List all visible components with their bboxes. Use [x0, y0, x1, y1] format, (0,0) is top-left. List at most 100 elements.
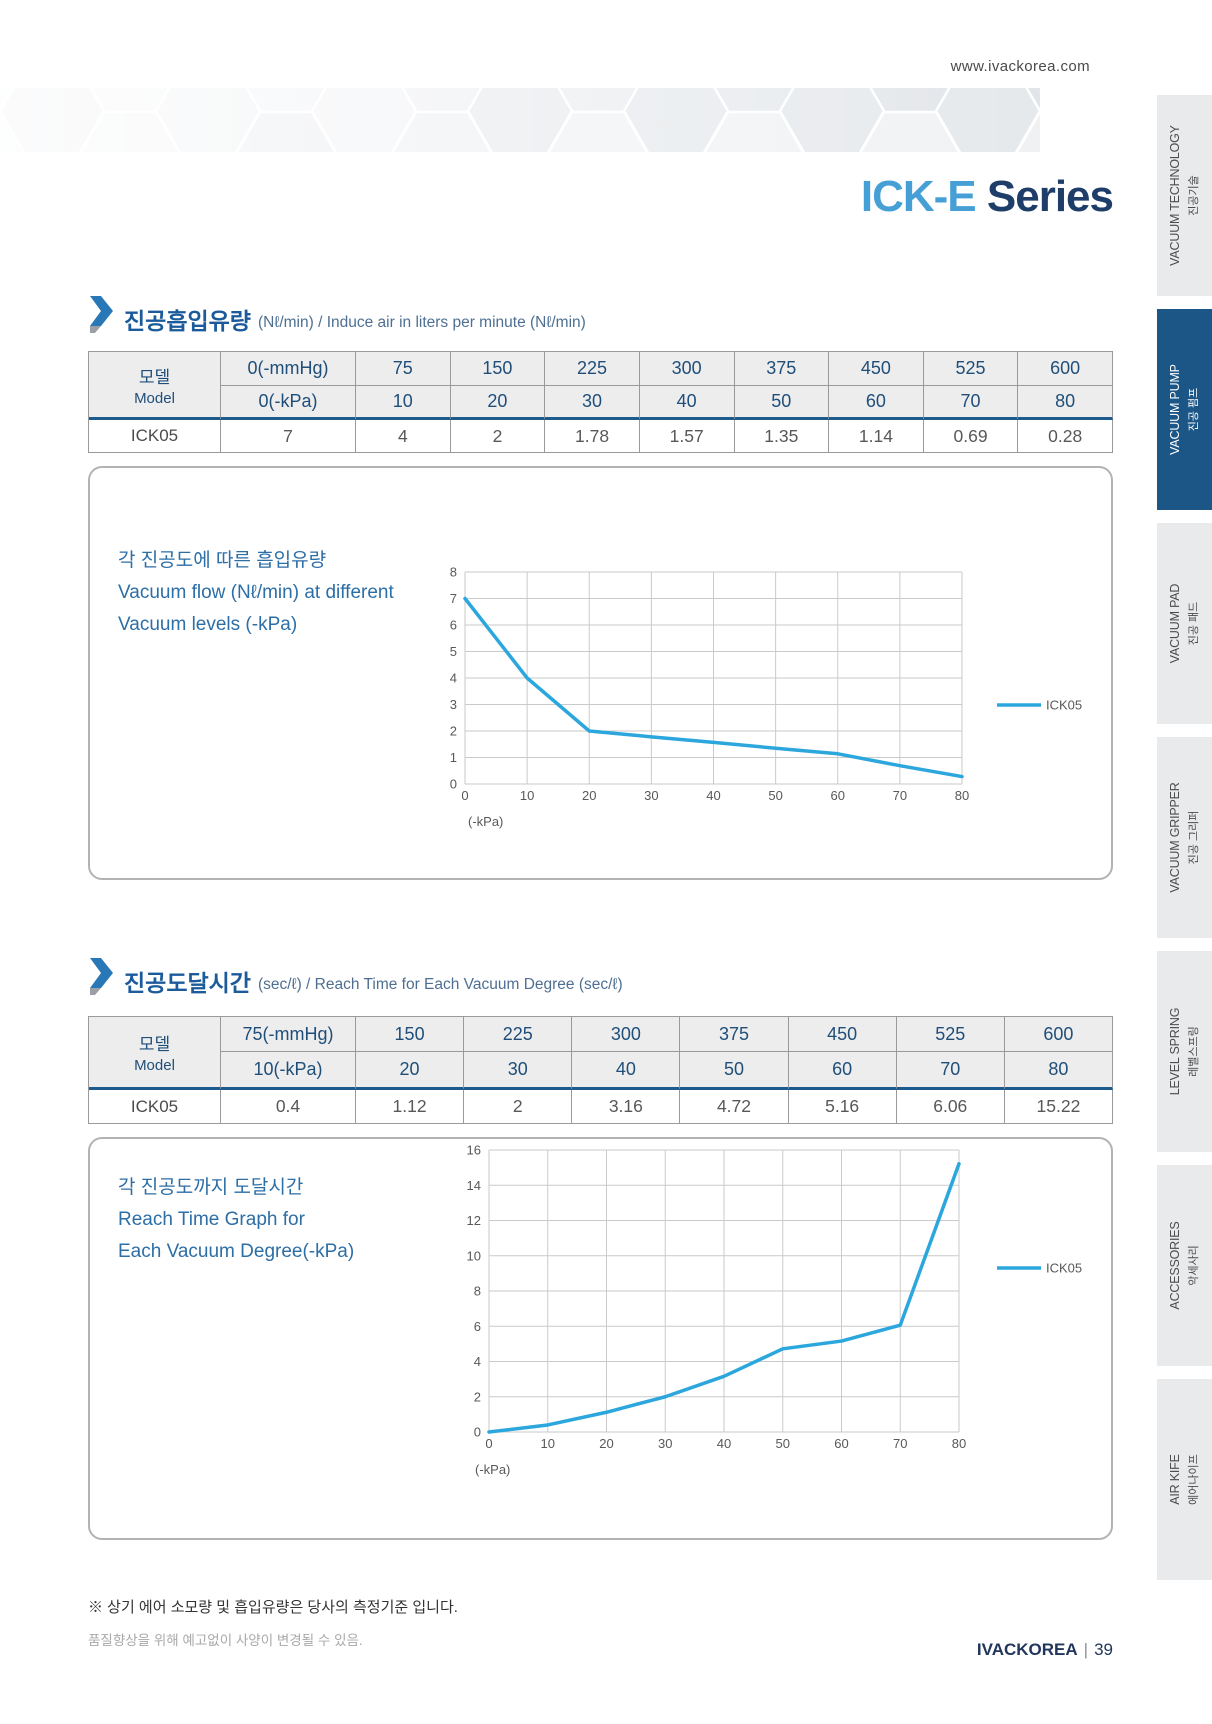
sidebar-tab[interactable]: VACUUM PAD 진공 패드 — [1157, 523, 1212, 724]
header-cell: 375 — [734, 352, 830, 386]
header-cell: 80 — [1004, 1052, 1113, 1090]
section-title-ko: 진공도달시간 — [124, 970, 251, 996]
svg-text:5: 5 — [450, 644, 457, 659]
caption-line: 각 진공도에 따른 흡입유량 — [118, 550, 327, 571]
value-cell: 1.14 — [829, 420, 924, 453]
svg-text:80: 80 — [952, 1436, 966, 1451]
svg-text:50: 50 — [768, 788, 782, 803]
sidebar-tab[interactable]: AIR KIFE 에어나이프 — [1157, 1379, 1212, 1580]
header-cell: 30 — [545, 386, 640, 420]
svg-text:4: 4 — [450, 671, 457, 686]
svg-text:70: 70 — [893, 1436, 907, 1451]
header-cell: 450 — [829, 352, 924, 386]
sidebar-tab-label-ko: 진공 그리퍼 — [1188, 810, 1200, 865]
header-cell: 60 — [829, 386, 924, 420]
header-cell: 600 — [1004, 1017, 1113, 1052]
section-flow-header: 진공흡입유량 (Nℓ/min) / Induce air in liters p… — [88, 296, 586, 334]
svg-text:20: 20 — [582, 788, 596, 803]
value-cell: 6.06 — [896, 1090, 1005, 1124]
sidebar-tab-label-ko: 진공 펌프 — [1188, 387, 1200, 432]
value-cell: 2 — [450, 420, 546, 453]
category-sidebar: VACUUM TECHNOLOGY 진공기술 VACUUM PUMP 진공 펌프… — [1157, 95, 1212, 1580]
svg-text:ICK05: ICK05 — [1046, 698, 1082, 713]
svg-text:7: 7 — [450, 591, 457, 606]
value-cell: 1.35 — [734, 420, 830, 453]
reach-time-chart-box — [88, 1137, 1113, 1540]
sidebar-tab-label-en: VACUUM GRIPPER — [1168, 782, 1182, 893]
section-arrow-icon — [90, 296, 113, 333]
svg-text:14: 14 — [467, 1178, 481, 1193]
svg-text:0: 0 — [461, 788, 468, 803]
sidebar-tab-label-ko: 에어나이프 — [1188, 1454, 1200, 1505]
svg-text:50: 50 — [776, 1436, 790, 1451]
svg-text:60: 60 — [831, 788, 845, 803]
value-cell: 15.22 — [1004, 1090, 1113, 1124]
model-header-ko: 모델 — [138, 367, 171, 387]
svg-text:8: 8 — [450, 565, 457, 580]
value-cell: 1.57 — [639, 420, 735, 453]
sidebar-tab-label-en: VACUUM TECHNOLOGY — [1168, 125, 1182, 266]
header-cell: 40 — [639, 386, 735, 420]
value-cell: 5.16 — [788, 1090, 897, 1124]
header-cell: 20 — [356, 1052, 465, 1090]
svg-text:60: 60 — [834, 1436, 848, 1451]
svg-text:3: 3 — [450, 697, 457, 712]
sidebar-tab-label-en: ACCESSORIES — [1168, 1221, 1182, 1310]
sidebar-tab-label-en: VACUUM PAD — [1168, 583, 1182, 664]
svg-text:16: 16 — [467, 1143, 481, 1158]
svg-text:0: 0 — [485, 1436, 492, 1451]
section-title-sub: (sec/ℓ) / Reach Time for Each Vacuum Deg… — [257, 976, 623, 993]
reach-time-chart-caption: 각 진공도까지 도달시간 Reach Time Graph for Each V… — [118, 1172, 354, 1268]
header-cell: 375 — [680, 1017, 789, 1052]
sidebar-tab[interactable]: VACUUM PUMP 진공 펌프 — [1157, 309, 1212, 510]
header-cell: 525 — [896, 1017, 1005, 1052]
model-header-en: Model — [134, 1057, 175, 1074]
header-cell: 50 — [734, 386, 830, 420]
model-header-en: Model — [134, 389, 175, 407]
svg-text:10: 10 — [467, 1248, 481, 1263]
header-cell: 450 — [788, 1017, 897, 1052]
page-title-series-code: ICK-E — [860, 172, 977, 221]
header-cell: 20 — [450, 386, 546, 420]
header-cell: 225 — [464, 1017, 573, 1052]
footer-separator: | — [1083, 1640, 1089, 1659]
sidebar-tab-labels: VACUUM GRIPPER 진공 그리퍼 — [1157, 737, 1212, 938]
value-cell: 2 — [464, 1090, 573, 1124]
value-cell: 3.16 — [572, 1090, 681, 1124]
header-cell: 10 — [356, 386, 451, 420]
sidebar-tab-labels: AIR KIFE 에어나이프 — [1157, 1379, 1212, 1580]
header-cell: 525 — [923, 352, 1019, 386]
value-cell: 7 — [221, 420, 356, 453]
svg-text:10: 10 — [520, 788, 534, 803]
flow-table: 모델 Model 0(-mmHg) 75 150 225 300 375 450 525 600… — [88, 351, 1113, 453]
sidebar-tab[interactable]: LEVEL SPRING 레벨스프링 — [1157, 951, 1212, 1152]
header-cell: 300 — [572, 1017, 681, 1052]
svg-text:0: 0 — [450, 777, 457, 792]
caption-line: Each Vacuum Degree(-kPa) — [118, 1241, 355, 1262]
measurement-note: ※ 상기 에어 소모량 및 흡입유량은 당사의 측정기준 입니다. — [88, 1599, 458, 1616]
reach-time-line-chart: 0 2 4 6 8 10 12 14 16 0 10 20 30 40 50 60 70 80 (-kPa) ICK0… — [467, 1143, 1083, 1478]
svg-text:70: 70 — [893, 788, 907, 803]
sidebar-tab-labels: VACUUM PUMP 진공 펌프 — [1157, 309, 1212, 510]
sidebar-tab-label-ko: 레벨스프링 — [1188, 1026, 1200, 1077]
header-cell: 30 — [464, 1052, 573, 1090]
value-cell: 0.4 — [221, 1090, 356, 1124]
sidebar-tab[interactable]: ACCESSORIES 악세사리 — [1157, 1165, 1212, 1366]
svg-text:30: 30 — [658, 1436, 672, 1451]
header-cell: 150 — [450, 352, 546, 386]
page-footer: IVACKOREA | 39 — [977, 1640, 1113, 1660]
svg-text:30: 30 — [644, 788, 658, 803]
header-cell: 70 — [923, 386, 1019, 420]
value-cell: 4.72 — [680, 1090, 789, 1124]
flow-chart-box — [88, 466, 1113, 880]
sidebar-tab-labels: VACUUM PAD 진공 패드 — [1157, 523, 1212, 724]
svg-text:40: 40 — [706, 788, 720, 803]
sidebar-tab[interactable]: VACUUM GRIPPER 진공 그리퍼 — [1157, 737, 1212, 938]
header-cell: 0(-mmHg) — [221, 352, 356, 386]
sidebar-tab[interactable]: VACUUM TECHNOLOGY 진공기술 — [1157, 95, 1212, 296]
model-header-cell: 모델 Model — [89, 352, 221, 420]
sidebar-tab-labels: LEVEL SPRING 레벨스프링 — [1157, 951, 1212, 1152]
sidebar-tab-label-en: LEVEL SPRING — [1168, 1007, 1182, 1096]
sidebar-tab-label-ko: 악세사리 — [1188, 1245, 1200, 1286]
